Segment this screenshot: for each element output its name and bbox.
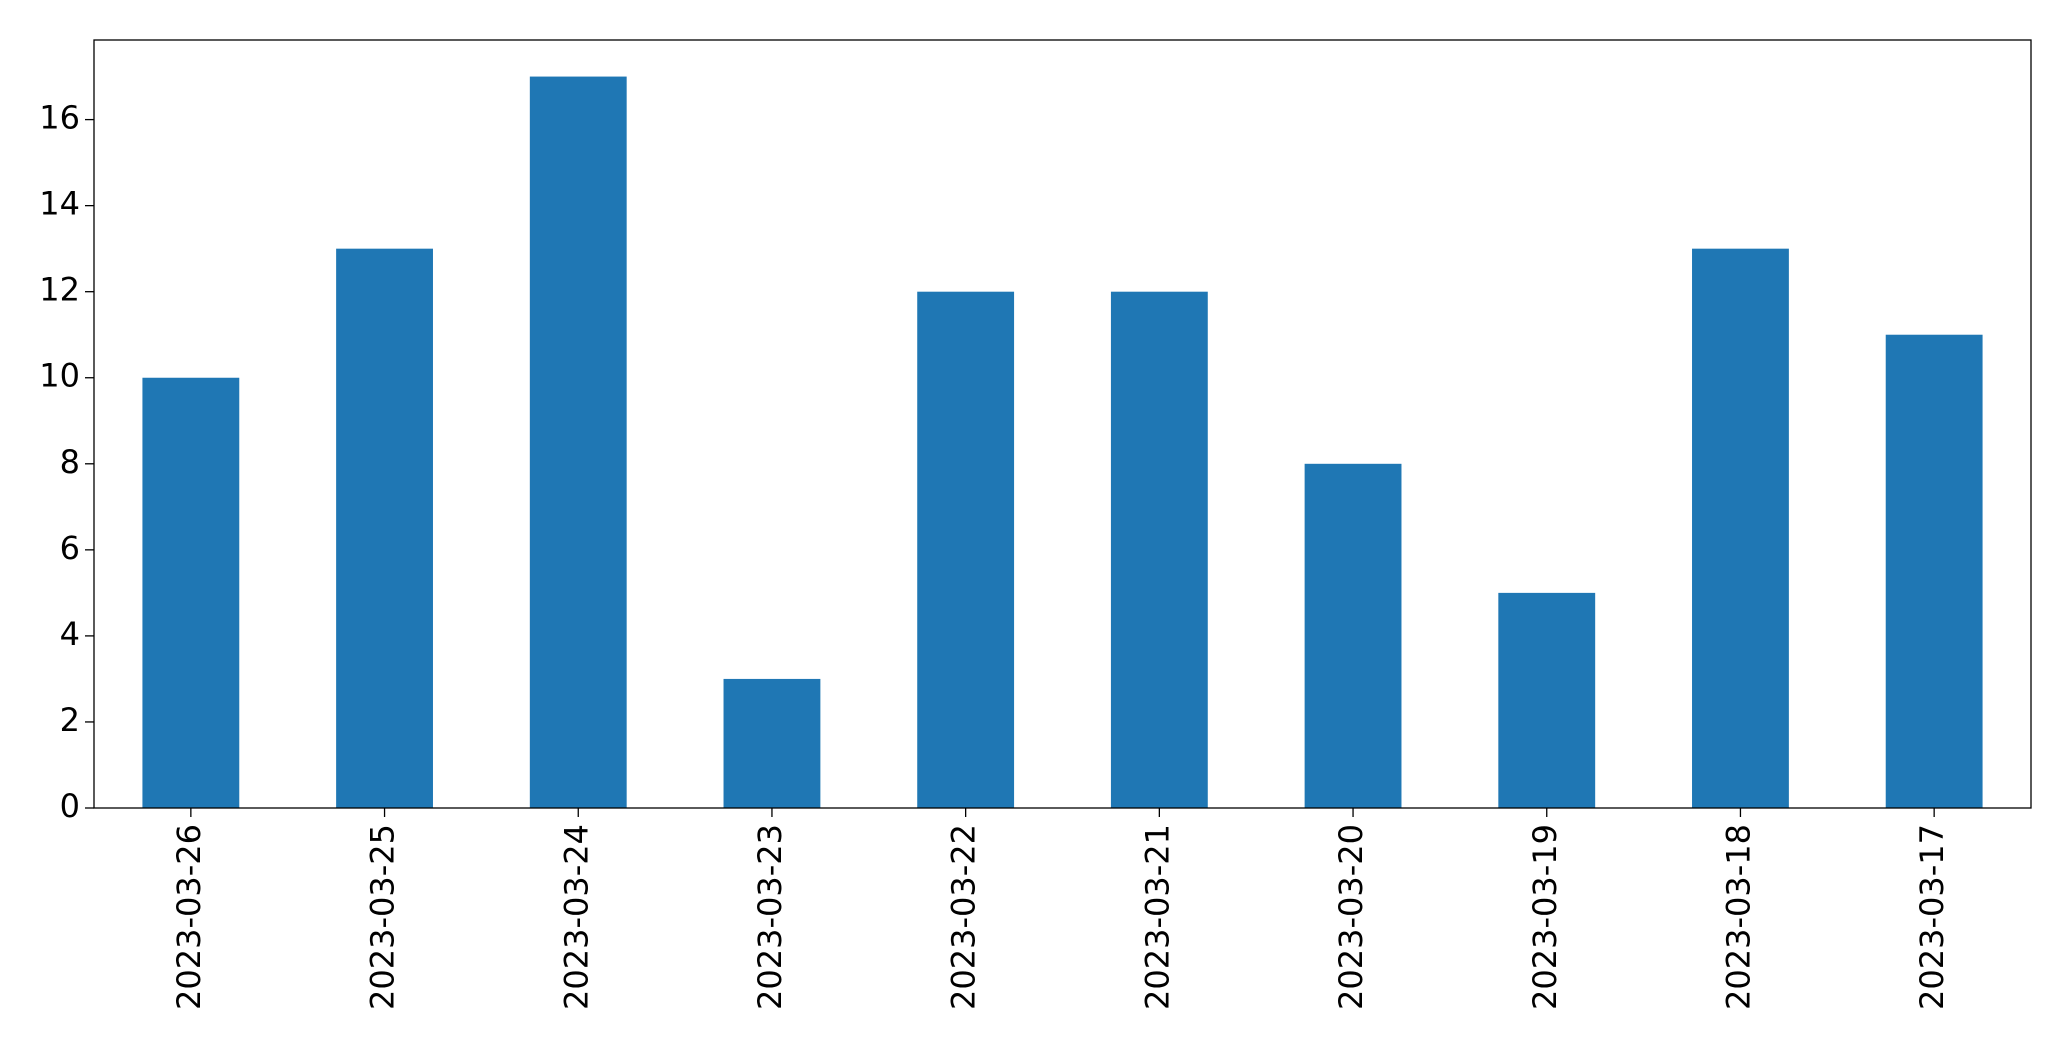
bar bbox=[1110, 291, 1208, 808]
bar bbox=[1498, 592, 1596, 808]
x-tick-label: 2023-03-25 bbox=[364, 824, 402, 1010]
y-tick-label: 2 bbox=[60, 701, 80, 739]
x-tick-label: 2023-03-22 bbox=[945, 824, 983, 1010]
bar bbox=[723, 678, 821, 808]
bar bbox=[529, 76, 627, 809]
y-tick-label: 14 bbox=[39, 185, 80, 223]
x-tick-label: 2023-03-23 bbox=[751, 824, 789, 1010]
y-tick-label: 12 bbox=[39, 271, 80, 309]
y-tick-label: 8 bbox=[60, 443, 80, 481]
x-tick-label: 2023-03-21 bbox=[1138, 824, 1176, 1010]
x-tick-label: 2023-03-24 bbox=[557, 824, 595, 1010]
x-tick-label: 2023-03-20 bbox=[1332, 824, 1370, 1010]
bar bbox=[917, 291, 1015, 808]
plot-frame bbox=[93, 39, 2032, 809]
bar bbox=[336, 248, 433, 809]
y-tick-label: 0 bbox=[60, 787, 80, 825]
bar bbox=[1885, 334, 1983, 808]
bar bbox=[1692, 248, 1789, 809]
y-tick-label: 10 bbox=[39, 357, 80, 395]
y-tick-label: 16 bbox=[39, 99, 80, 137]
x-tick-label: 2023-03-18 bbox=[1719, 824, 1757, 1010]
x-tick-label: 2023-03-26 bbox=[170, 824, 208, 1010]
bar bbox=[142, 377, 240, 808]
x-tick-label: 2023-03-19 bbox=[1526, 824, 1564, 1010]
y-tick-label: 4 bbox=[60, 615, 80, 653]
x-tick-label: 2023-03-17 bbox=[1913, 824, 1951, 1010]
bar bbox=[1304, 463, 1402, 808]
y-tick-label: 6 bbox=[60, 529, 80, 567]
